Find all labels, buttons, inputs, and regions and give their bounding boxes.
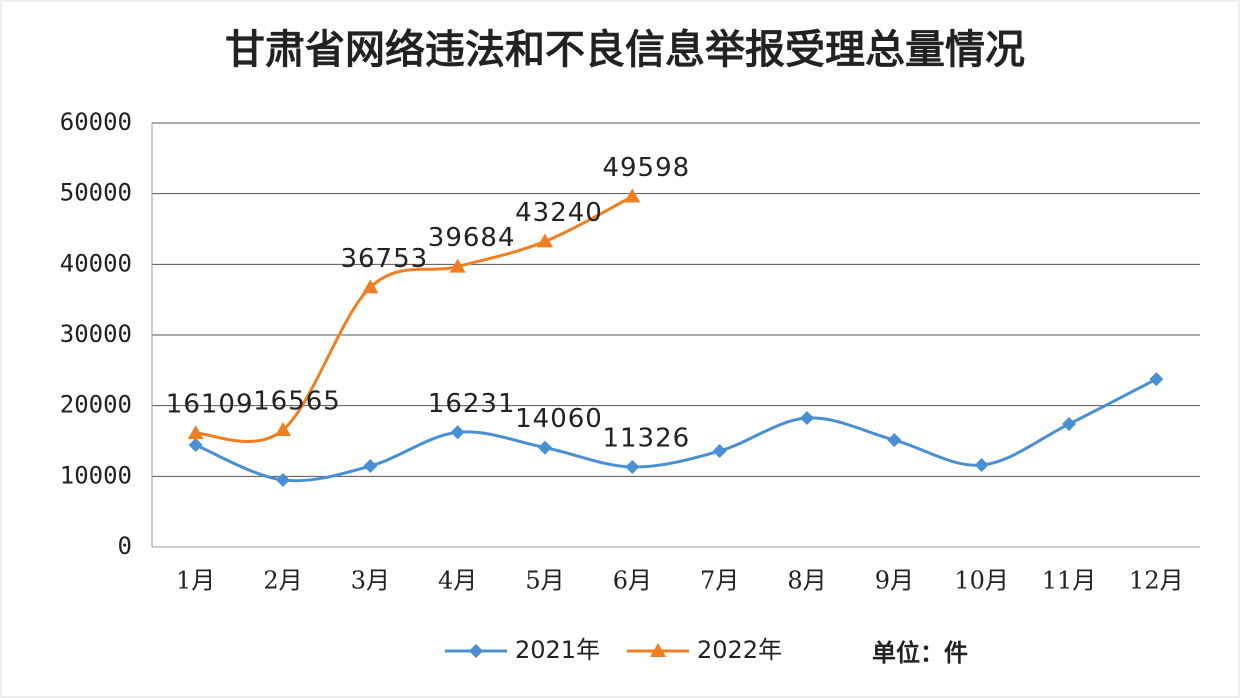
marker xyxy=(362,279,379,294)
data-label: 36753 xyxy=(340,244,428,274)
marker xyxy=(974,458,989,473)
marker xyxy=(363,459,378,474)
x-tick-label: 3月 xyxy=(351,567,390,595)
marker xyxy=(1149,372,1164,387)
marker xyxy=(450,425,465,440)
x-tick-label: 2月 xyxy=(263,567,302,595)
marker xyxy=(887,433,902,448)
chart-title: 甘肃省网络违法和不良信息举报受理总量情况 xyxy=(225,27,1025,73)
data-label: 49598 xyxy=(602,153,690,183)
marker xyxy=(650,643,666,657)
marker xyxy=(188,438,203,453)
x-tick-label: 1月 xyxy=(176,567,215,595)
x-tick-label: 7月 xyxy=(700,567,739,595)
marker xyxy=(625,459,640,474)
x-tick-label: 9月 xyxy=(875,567,914,595)
marker xyxy=(275,421,291,436)
legend-label: 2021年 xyxy=(515,636,600,664)
data-label: 43240 xyxy=(515,198,603,228)
x-tick-label: 8月 xyxy=(787,567,826,595)
marker xyxy=(624,188,641,203)
y-tick-label: 60000 xyxy=(60,108,132,136)
marker xyxy=(276,473,290,488)
legend-label: 2022年 xyxy=(697,636,782,664)
data-label: 16231 xyxy=(428,389,516,419)
x-tick-label: 10月 xyxy=(954,567,1009,595)
x-tick-label: 12月 xyxy=(1129,567,1184,595)
y-tick-label: 30000 xyxy=(60,320,132,348)
marker xyxy=(537,233,553,248)
x-tick-label: 6月 xyxy=(613,567,652,595)
y-tick-label: 20000 xyxy=(60,391,132,419)
data-label: 14060 xyxy=(515,404,603,434)
data-label: 16565 xyxy=(253,386,341,416)
y-tick-label: 0 xyxy=(118,532,132,560)
marker xyxy=(538,440,552,455)
y-tick-label: 50000 xyxy=(60,179,132,207)
x-tick-label: 4月 xyxy=(438,567,477,595)
x-tick-label: 11月 xyxy=(1042,567,1097,595)
marker xyxy=(1062,417,1076,432)
marker xyxy=(712,444,727,459)
marker xyxy=(187,425,204,440)
annotation: 单位：件 xyxy=(872,639,968,667)
data-label: 11326 xyxy=(602,423,690,453)
marker xyxy=(449,258,466,273)
x-tick-label: 5月 xyxy=(525,567,564,595)
marker xyxy=(800,411,814,426)
marker xyxy=(469,644,483,658)
data-label: 39684 xyxy=(428,223,516,253)
data-label: 16109 xyxy=(166,390,254,420)
series-line xyxy=(195,377,1158,483)
y-tick-label: 40000 xyxy=(60,249,132,277)
y-tick-label: 10000 xyxy=(60,461,132,489)
